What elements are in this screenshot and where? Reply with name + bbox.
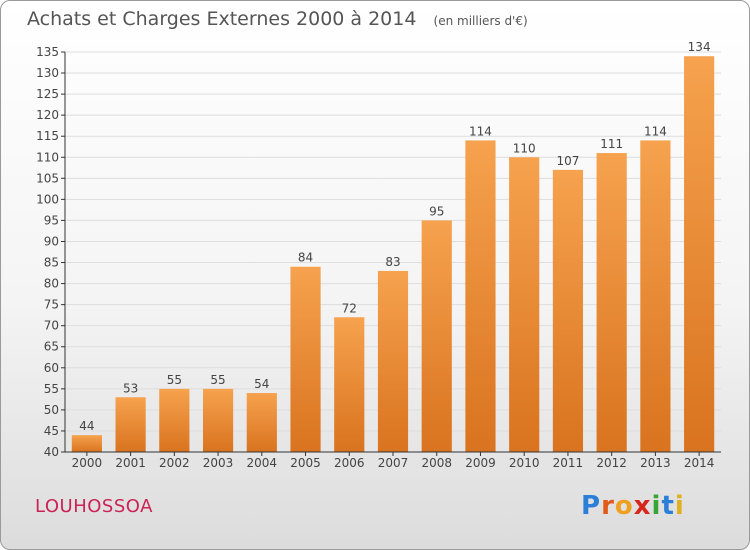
logo-letter: P [581,491,602,521]
commune-name: LOUHOSSOA [35,496,153,517]
bar [290,266,321,452]
x-tick-label: 2002 [159,456,190,470]
logo-letter: o [614,491,634,521]
y-tick-label: 110 [36,150,59,164]
data-label: 114 [644,124,667,138]
x-tick-label: 2008 [421,456,452,470]
data-label: 55 [167,373,182,387]
x-tick-label: 2005 [290,456,321,470]
bar [71,435,102,452]
data-label: 111 [600,137,623,151]
x-tick-label: 2012 [596,456,627,470]
logo-letter: i [674,491,685,521]
y-tick-label: 65 [44,340,59,354]
bar [377,270,409,452]
y-tick-label: 105 [36,171,59,185]
y-tick-label: 40 [44,445,59,459]
bar [159,388,190,452]
bar [202,388,234,452]
y-tick-label: 130 [36,66,59,80]
y-tick-label: 125 [36,87,59,101]
bars [71,56,715,453]
chart-unit: (en milliers d'€) [433,14,528,28]
data-label: 55 [210,373,225,387]
y-tick-label: 135 [36,45,59,59]
y-tick-label: 120 [36,108,59,122]
y-tick-label: 80 [44,277,59,291]
y-tick-label: 100 [36,192,59,206]
y-tick-label: 115 [36,129,59,143]
x-tick-label: 2013 [640,456,671,470]
logo-letter: t [661,491,675,521]
y-tick-label: 70 [44,319,59,333]
x-tick-label: 2010 [509,456,540,470]
y-tick-label: 85 [44,256,59,270]
x-tick-label: 2007 [378,456,409,470]
logo-letter: r [601,491,615,521]
bar [552,169,584,453]
logo-letter: x [633,491,652,521]
bar [465,140,496,452]
x-tick-label: 2006 [334,456,365,470]
data-label: 44 [79,419,94,433]
y-tick-label: 55 [44,382,59,396]
y-tick-label: 90 [44,234,59,248]
chart-title: Achats et Charges Externes 2000 à 2014 [27,8,417,30]
bar [115,397,146,452]
data-label: 83 [385,255,400,269]
x-tick-label: 2000 [72,456,103,470]
data-label: 72 [342,301,357,315]
bar [421,220,452,452]
bar [596,153,627,453]
data-label: 114 [469,124,492,138]
y-tick-label: 95 [44,213,59,227]
bar [684,56,715,453]
data-label: 134 [688,40,711,54]
data-labels: 44 53 55 55 54 84 72 83 95 114 110 107 111 114 134 [79,40,710,433]
bar [246,393,277,452]
chart-title-block: Achats et Charges Externes 2000 à 2014 (… [27,8,528,30]
x-tick-label: 2001 [115,456,146,470]
logo-letter: i [651,491,662,521]
x-tick-label: 2004 [247,456,278,470]
data-label: 95 [429,204,444,218]
y-tick-label: 75 [44,298,59,312]
data-label: 107 [556,154,579,168]
data-label: 84 [298,251,313,265]
x-tick-label: 2003 [203,456,234,470]
bar [334,317,365,452]
bar [640,140,671,452]
x-tick-label: 2009 [465,456,496,470]
y-tick-label: 50 [44,403,59,417]
x-tick-label: 2011 [553,456,584,470]
y-tick-label: 45 [44,424,59,438]
proxiti-logo: Proxiti [581,491,685,521]
bar [509,157,540,452]
data-label: 110 [513,141,536,155]
data-label: 54 [254,377,269,391]
x-tick-label: 2014 [684,456,715,470]
axes: 40 45 50 55 60 65 70 75 80 85 90 95 100 105 110 115 120 1… [36,45,721,470]
data-label: 53 [123,381,138,395]
y-tick-label: 60 [44,361,59,375]
